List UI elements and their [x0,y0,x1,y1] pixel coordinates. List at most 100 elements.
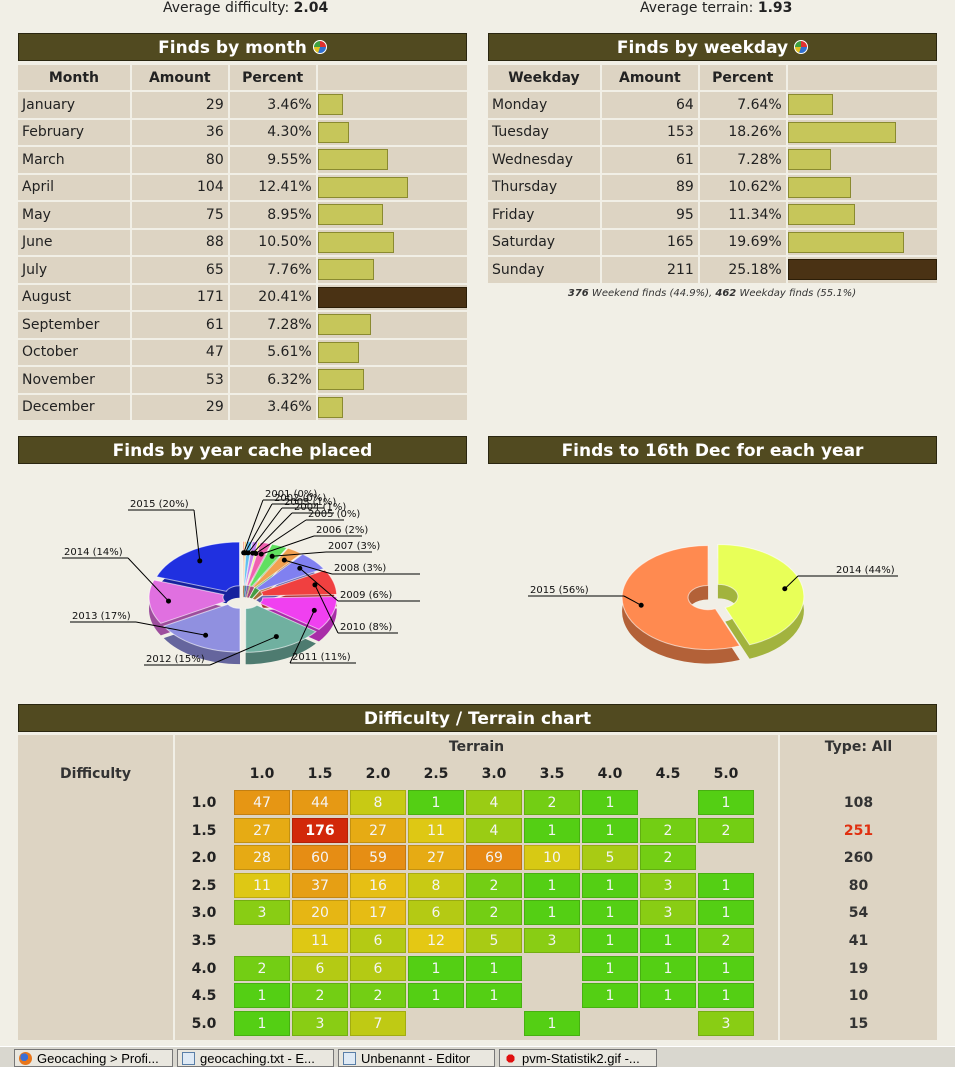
dt-cell[interactable]: 27 [350,817,406,843]
finds-by-weekday-table: Weekday Amount Percent Monday 64 7.64% Tues… [486,63,939,285]
dt-cell[interactable]: 3 [640,872,696,898]
dt-cell[interactable]: 1 [466,983,522,1009]
difficulty-value: 5.0 [191,1015,217,1032]
dt-cell[interactable]: 17 [350,900,406,926]
dt-cell[interactable] [698,845,754,870]
dt-cell[interactable]: 1 [698,900,754,926]
dt-cell[interactable]: 6 [350,928,406,953]
dt-cell[interactable]: 4 [466,817,522,843]
dt-cell[interactable]: 1 [524,817,580,843]
dt-cell[interactable]: 59 [350,845,406,871]
dt-cell[interactable]: 2 [466,900,522,926]
dt-cell[interactable]: 1 [582,983,638,1009]
dt-cell[interactable]: 37 [292,872,348,898]
dt-cell[interactable]: 1 [640,928,696,953]
dt-cell[interactable]: 8 [350,790,406,815]
dt-cell[interactable]: 2 [350,983,406,1009]
dt-cell[interactable] [640,1011,696,1036]
dt-cell[interactable]: 16 [350,872,406,898]
dt-cell[interactable]: 20 [292,900,348,926]
taskbar-item-firefox[interactable]: Geocaching > Profi... [14,1049,173,1067]
dt-cell[interactable]: 5 [466,928,522,953]
dt-cell[interactable]: 1 [234,1010,290,1036]
pie-chart-icon[interactable] [312,40,327,54]
dt-cell[interactable]: 1 [524,1010,580,1036]
dt-cell[interactable]: 6 [350,955,406,981]
dt-cell[interactable] [640,790,696,815]
dt-cell[interactable]: 2 [466,872,522,898]
dt-cell[interactable]: 3 [524,928,580,953]
dt-cell[interactable]: 1 [698,955,754,981]
dt-cell[interactable]: 4 [466,790,522,815]
pie-leader-line [255,519,307,554]
dt-cell[interactable]: 2 [698,817,754,843]
dt-cell[interactable] [524,956,580,981]
dt-cell[interactable]: 6 [408,900,464,926]
taskbar-item-paint[interactable]: pvm-Statistik2.gif -... [499,1049,657,1067]
taskbar-item-geocaching-txt[interactable]: geocaching.txt - E... [177,1049,334,1067]
dt-cell[interactable]: 1 [524,900,580,926]
taskbar-item-label: geocaching.txt - E... [200,1051,315,1066]
dt-cell[interactable]: 1 [582,817,638,843]
dt-cell[interactable]: 1 [640,983,696,1009]
dt-cell[interactable]: 1 [408,790,464,815]
dt-cell[interactable]: 2 [698,928,754,953]
pie-label: 2015 (56%) [530,585,589,596]
dt-cell[interactable]: 1 [698,983,754,1009]
dt-cell[interactable]: 1 [582,928,638,953]
dt-cell[interactable]: 1 [640,955,696,981]
dt-cell[interactable]: 12 [408,928,464,953]
dt-cell[interactable]: 5 [582,845,638,871]
month-amount: 29 [131,92,228,118]
dt-cell[interactable]: 27 [408,845,464,871]
dt-cell[interactable]: 1 [582,955,638,981]
dt-cell[interactable] [234,928,290,953]
dt-cell[interactable]: 3 [292,1010,348,1036]
dt-cell[interactable]: 10 [524,845,580,871]
month-percent: 3.46% [229,92,316,118]
dt-cell[interactable]: 1 [466,955,522,981]
dt-cell[interactable]: 2 [292,983,348,1009]
dt-cell[interactable]: 2 [640,817,696,843]
dt-cell[interactable]: 6 [292,955,348,981]
pie-chart-icon[interactable] [794,40,809,54]
dt-cell[interactable]: 1 [698,790,754,815]
dt-cell[interactable]: 1 [582,900,638,926]
dt-cell[interactable] [466,1011,522,1036]
dt-cell[interactable]: 28 [234,845,290,871]
dt-cell[interactable]: 8 [408,872,464,898]
month-row: April 104 12.41% [18,174,467,200]
month-bar-cell [317,229,467,255]
dt-cell[interactable]: 176 [292,817,348,843]
dt-cell[interactable]: 3 [640,900,696,926]
dt-cell[interactable] [582,1011,638,1036]
weekday-bar [787,231,905,253]
dt-cell[interactable]: 2 [524,790,580,815]
dt-cell[interactable]: 11 [292,928,348,953]
col-percent: Percent [699,65,786,90]
dt-cell[interactable]: 11 [408,817,464,843]
pie-label: 2013 (17%) [72,611,131,622]
dt-cell[interactable]: 69 [466,845,522,871]
taskbar-item-editor[interactable]: Unbenannt - Editor [338,1049,495,1067]
dt-cell[interactable]: 2 [234,955,290,981]
dt-cell[interactable]: 47 [234,790,290,815]
month-row: June 88 10.50% [18,229,467,255]
dt-cell[interactable]: 1 [408,983,464,1009]
dt-cell[interactable]: 1 [582,790,638,815]
dt-cell[interactable] [524,983,580,1008]
dt-cell[interactable]: 1 [234,983,290,1009]
dt-cell[interactable]: 44 [292,790,348,815]
dt-cell[interactable]: 1 [698,872,754,898]
dt-cell[interactable]: 3 [698,1010,754,1036]
dt-cell[interactable]: 27 [234,817,290,843]
dt-cell[interactable]: 1 [408,955,464,981]
dt-cell[interactable]: 2 [640,845,696,871]
dt-cell[interactable]: 1 [582,872,638,898]
dt-cell[interactable]: 7 [350,1010,406,1036]
dt-cell[interactable]: 1 [524,872,580,898]
dt-cell[interactable]: 3 [234,900,290,926]
dt-cell[interactable]: 11 [234,872,290,898]
dt-cell[interactable]: 60 [292,845,348,871]
dt-cell[interactable] [408,1011,464,1036]
